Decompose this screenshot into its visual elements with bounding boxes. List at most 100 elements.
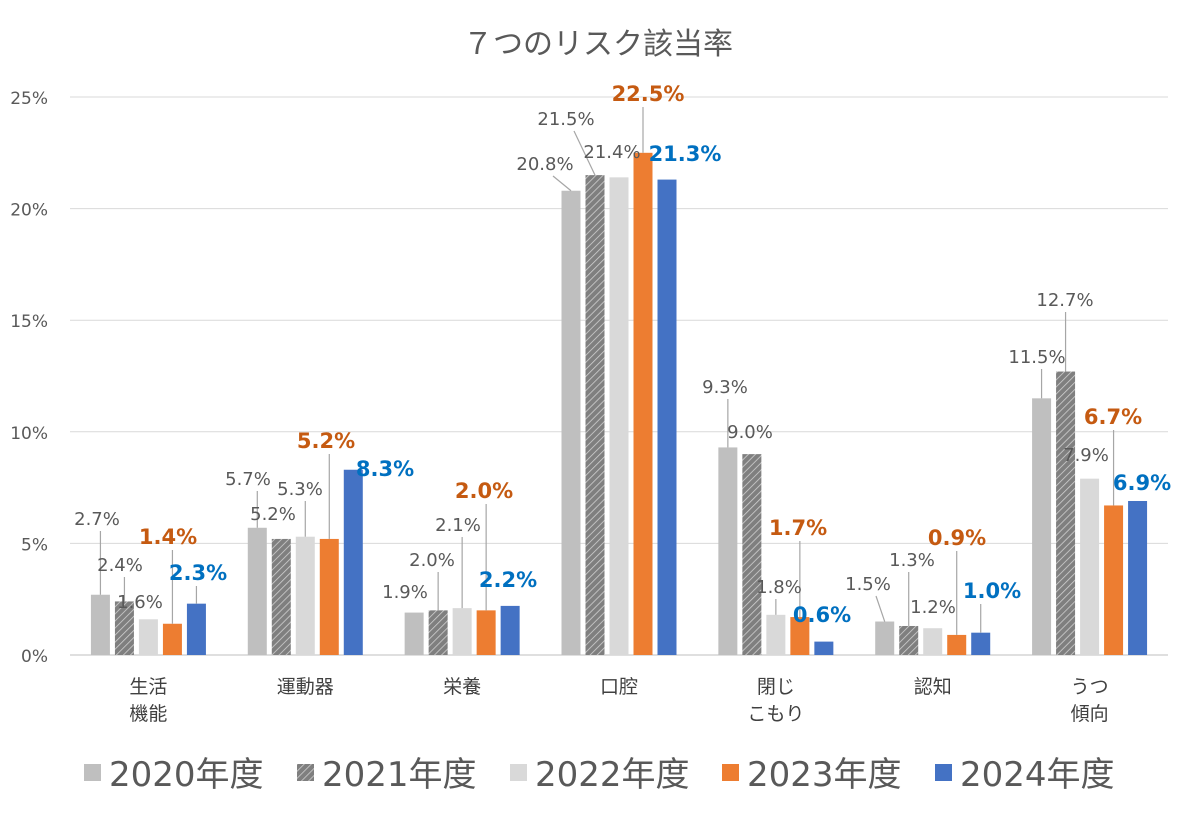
data-label: 1.2% xyxy=(910,597,956,618)
data-label: 2.0% xyxy=(409,550,455,571)
x-tick-label: うつ xyxy=(1071,676,1109,698)
bar-2024年度-生活機能 xyxy=(186,603,206,655)
data-label: 1.4% xyxy=(139,525,197,549)
legend-swatch xyxy=(935,764,952,781)
x-tick-label: 認知 xyxy=(914,676,952,698)
y-tick-label: 10% xyxy=(10,424,48,444)
bar-2023年度-運動器 xyxy=(319,538,339,655)
data-label: 8.3% xyxy=(356,457,414,481)
x-tick-label: 生活 xyxy=(129,676,167,698)
bar-2020年度-閉じこもり xyxy=(718,447,738,655)
bar-2022年度-口腔 xyxy=(609,177,629,656)
bar-2024年度-うつ傾向 xyxy=(1128,500,1148,655)
y-axis-ticks: 0% 5% 10% 15% 20% 25% xyxy=(10,89,48,667)
leader-lines xyxy=(99,107,1115,635)
bar-2022年度-運動器 xyxy=(295,536,315,655)
data-label: 1.0% xyxy=(963,579,1021,603)
data-label: 1.7% xyxy=(769,516,827,540)
data-label: 1.8% xyxy=(756,577,802,598)
data-label: 5.2% xyxy=(250,504,296,525)
bar-2021年度-運動器 xyxy=(271,538,291,655)
data-label: 2.1% xyxy=(435,515,481,536)
data-labels: 2.7%2.4%1.6%1.4%2.3%5.7%5.2%5.3%5.2%8.3%… xyxy=(74,82,1171,627)
bar-2021年度-認知 xyxy=(899,625,919,655)
bar-2024年度-運動器 xyxy=(343,469,363,655)
bar-2023年度-うつ傾向 xyxy=(1104,505,1124,655)
legend-swatch xyxy=(84,764,101,781)
bar-2020年度-生活機能 xyxy=(90,594,110,655)
x-tick-label: 運動器 xyxy=(277,676,334,698)
bar-2020年度-運動器 xyxy=(247,527,267,655)
bar-2020年度-栄養 xyxy=(404,612,424,655)
bar-2021年度-閉じこもり xyxy=(742,454,762,655)
data-label: 2.7% xyxy=(74,509,120,530)
bars xyxy=(90,152,1148,656)
bar-2022年度-認知 xyxy=(923,628,943,655)
bar-2020年度-口腔 xyxy=(561,190,581,655)
y-tick-label: 15% xyxy=(10,312,48,332)
legend-swatch xyxy=(297,764,314,781)
data-label: 7.9% xyxy=(1063,445,1109,466)
bar-2024年度-認知 xyxy=(971,632,991,655)
data-label: 21.5% xyxy=(537,109,594,130)
data-label: 2.3% xyxy=(169,561,227,585)
bar-2021年度-栄養 xyxy=(428,610,448,655)
bar-2022年度-栄養 xyxy=(452,608,472,655)
legend-label: 2023年度 xyxy=(747,755,902,795)
legend-swatch xyxy=(722,764,739,781)
leader-line xyxy=(573,130,596,176)
legend-label: 2024年度 xyxy=(960,755,1115,795)
data-label: 2.2% xyxy=(479,568,537,592)
legend-swatch xyxy=(510,764,527,781)
data-label: 5.3% xyxy=(277,479,323,500)
data-label: 1.5% xyxy=(845,574,891,595)
x-tick-label: 機能 xyxy=(129,703,167,725)
data-label: 11.5% xyxy=(1008,347,1065,368)
data-label: 6.9% xyxy=(1113,471,1171,495)
chart-title: ７つのリスク該当率 xyxy=(463,27,733,62)
x-tick-label: 傾向 xyxy=(1071,703,1109,725)
x-tick-label: こもり xyxy=(747,703,804,725)
bar-2022年度-生活機能 xyxy=(138,619,158,655)
data-label: 22.5% xyxy=(612,82,685,106)
bar-2023年度-認知 xyxy=(947,634,967,655)
bar-2023年度-栄養 xyxy=(476,610,496,655)
bar-2021年度-口腔 xyxy=(585,175,605,655)
data-label: 2.0% xyxy=(455,479,513,503)
data-label: 1.9% xyxy=(382,582,428,603)
bar-2024年度-栄養 xyxy=(500,605,520,655)
legend-label: 2021年度 xyxy=(322,755,477,795)
data-label: 0.9% xyxy=(928,526,986,550)
bar-2022年度-閉じこもり xyxy=(766,614,786,655)
legend: 2020年度 2021年度 2022年度 2023年度 2024年度 xyxy=(84,755,1115,795)
data-label: 2.4% xyxy=(97,555,143,576)
data-label: 5.2% xyxy=(297,429,355,453)
bar-2022年度-うつ傾向 xyxy=(1080,478,1100,655)
data-label: 21.4% xyxy=(583,142,640,163)
legend-label: 2022年度 xyxy=(535,755,690,795)
x-tick-label: 口腔 xyxy=(600,676,638,698)
y-tick-label: 5% xyxy=(21,535,48,555)
y-tick-label: 25% xyxy=(10,89,48,109)
data-label: 12.7% xyxy=(1036,290,1093,311)
y-tick-label: 20% xyxy=(10,201,48,221)
data-label: 21.3% xyxy=(649,142,722,166)
bar-2021年度-うつ傾向 xyxy=(1056,371,1076,655)
data-label: 20.8% xyxy=(516,154,573,175)
bar-2024年度-口腔 xyxy=(657,179,677,656)
data-label: 6.7% xyxy=(1084,405,1142,429)
y-tick-label: 0% xyxy=(21,647,48,667)
data-label: 0.6% xyxy=(793,603,851,627)
leader-line xyxy=(875,595,886,622)
legend-label: 2020年度 xyxy=(109,755,264,795)
bar-2020年度-うつ傾向 xyxy=(1032,398,1052,655)
bar-2023年度-口腔 xyxy=(633,152,653,656)
bar-2024年度-閉じこもり xyxy=(814,641,834,655)
bar-2020年度-認知 xyxy=(875,621,895,655)
bar-2021年度-生活機能 xyxy=(114,601,134,655)
bar-2023年度-生活機能 xyxy=(162,623,182,655)
data-label: 9.3% xyxy=(702,377,748,398)
data-label: 9.0% xyxy=(727,422,773,443)
